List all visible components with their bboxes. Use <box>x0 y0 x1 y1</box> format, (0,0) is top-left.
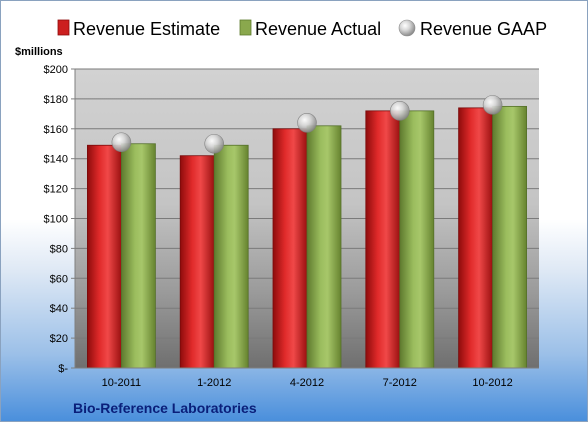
x-tick-label: 1-2012 <box>197 377 231 389</box>
bar-revenue-estimate <box>365 110 401 369</box>
gaap-markers <box>111 95 503 154</box>
legend-label-gaap: Revenue GAAP <box>420 19 547 39</box>
y-tick-label: $- <box>58 363 68 375</box>
x-tick-label: 10-2012 <box>472 377 512 389</box>
y-tick-label: $40 <box>50 303 68 315</box>
bar-revenue-estimate <box>458 107 494 369</box>
y-tick-label: $200 <box>44 64 68 76</box>
marker-revenue-gaap <box>389 101 410 121</box>
y-axis-ticks: $- $20 $40 $60 $80 $100 $120 $140 $160 $180 $200 <box>44 64 75 375</box>
y-tick-label: $160 <box>44 124 68 136</box>
bar-revenue-actual <box>121 143 156 369</box>
y-tick-label: $120 <box>44 184 68 196</box>
y-tick-label: $100 <box>44 214 68 226</box>
bar-revenue-estimate <box>87 144 122 369</box>
y-tick-label: $180 <box>44 94 68 106</box>
y-tick-label: $20 <box>50 333 68 345</box>
legend-swatch-actual <box>239 19 252 36</box>
legend-marker-gaap <box>398 19 416 37</box>
bar-revenue-actual <box>399 110 435 369</box>
company-label: Bio-Reference Laboratories <box>73 400 257 416</box>
x-tick-label: 4-2012 <box>290 377 324 389</box>
bar-revenue-actual <box>492 105 528 369</box>
marker-revenue-gaap <box>297 113 317 133</box>
bar-revenue-actual <box>306 125 342 369</box>
x-tick-label: 10-2011 <box>102 377 142 389</box>
y-tick-label: $140 <box>44 154 68 166</box>
x-axis-ticks: 10-2011 1-2012 4-2012 7-2012 10-2012 <box>102 377 513 389</box>
bars <box>87 105 528 369</box>
legend: Revenue Estimate Revenue Actual Revenue … <box>57 19 547 39</box>
bar-revenue-estimate <box>272 128 308 369</box>
marker-revenue-gaap <box>482 95 503 115</box>
y-tick-label: $80 <box>50 243 68 255</box>
x-tick-label: 7-2012 <box>383 377 417 389</box>
bar-revenue-estimate <box>179 155 215 369</box>
y-tick-label: $60 <box>50 273 68 285</box>
marker-revenue-gaap <box>111 132 132 153</box>
legend-swatch-estimate <box>57 19 70 36</box>
y-unit-label: $millions <box>15 46 63 58</box>
marker-revenue-gaap <box>204 133 224 154</box>
legend-label-estimate: Revenue Estimate <box>73 19 220 39</box>
bar-revenue-actual <box>213 144 249 369</box>
legend-label-actual: Revenue Actual <box>255 19 381 39</box>
